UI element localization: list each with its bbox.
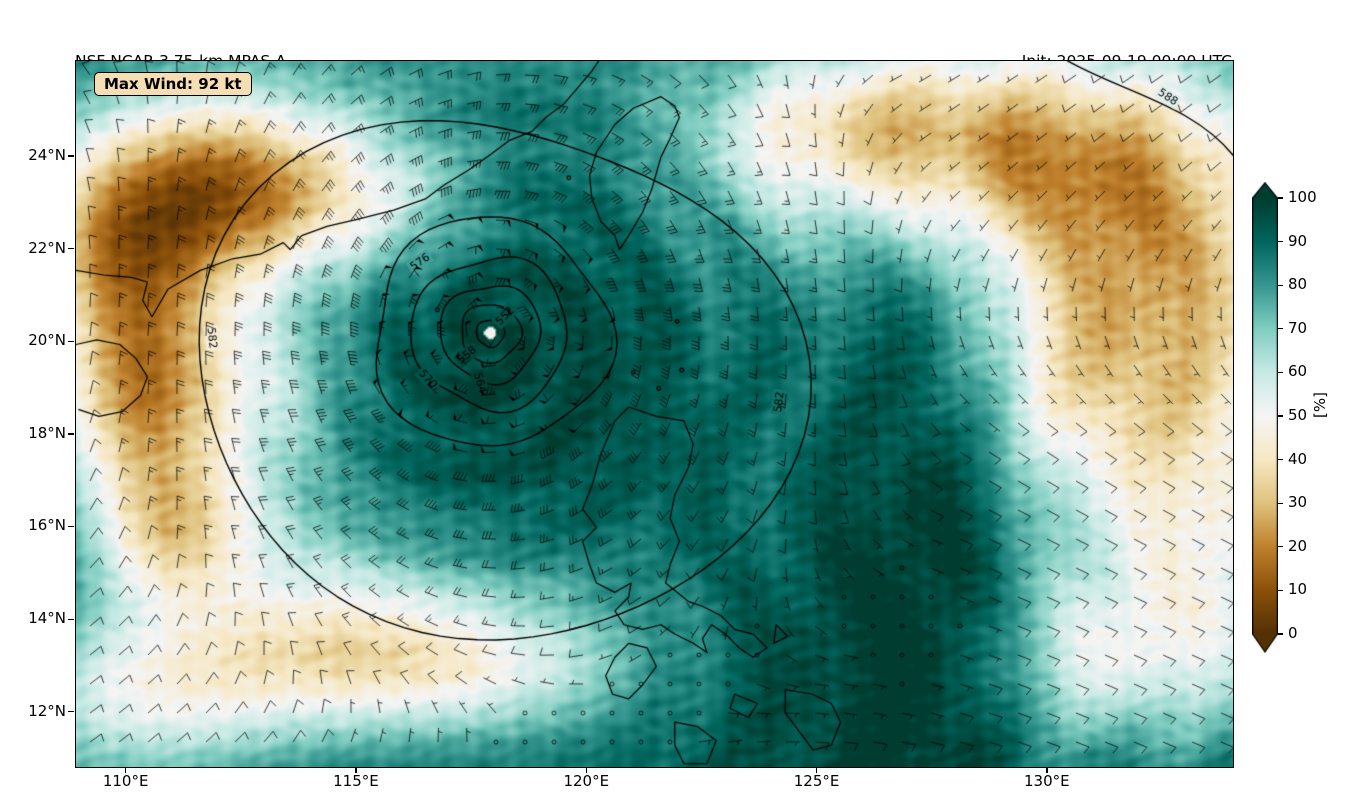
colorbar-tick-label: 30 (1288, 493, 1308, 512)
y-tick-mark (68, 618, 74, 620)
y-tick-mark (68, 247, 74, 250)
colorbar-tick-label: 100 (1288, 188, 1317, 206)
y-tick-label: 12°N (28, 701, 66, 720)
colorbar-tick-mark (1278, 502, 1283, 504)
colorbar-tick-label: 60 (1288, 362, 1308, 381)
y-tick-label: 22°N (28, 238, 66, 257)
colorbar-tick-mark (1278, 459, 1283, 461)
y-tick-label: 18°N (28, 423, 66, 442)
x-tick-label: 110°E (102, 772, 149, 790)
x-tick-mark (1046, 767, 1048, 773)
y-tick-label: 14°N (28, 609, 66, 628)
colorbar-tick-label: 40 (1288, 449, 1308, 468)
x-tick-label: 130°E (1024, 772, 1070, 790)
colorbar-tick-mark (1278, 589, 1283, 591)
colorbar-tick-mark (1278, 197, 1283, 199)
colorbar-tick-label: 0 (1288, 624, 1298, 642)
x-tick-label: 120°E (563, 772, 610, 790)
x-tick-mark (585, 767, 587, 773)
colorbar-tick-label: 10 (1288, 580, 1308, 599)
colorbar-tick-label: 70 (1288, 318, 1308, 337)
colorbar-tick-label: 90 (1288, 231, 1308, 250)
map-plot: Max Wind: 92 kt (75, 60, 1234, 768)
colorbar-tick-mark (1278, 546, 1283, 548)
colorbar-tick-label: 50 (1288, 406, 1308, 424)
map-canvas (76, 61, 1233, 767)
colorbar-tick-mark (1278, 633, 1283, 635)
colorbar-tick-mark (1278, 284, 1283, 286)
colorbar-tick-label: 80 (1288, 275, 1308, 294)
x-tick-label: 115°E (333, 772, 379, 790)
colorbar-tick-mark (1278, 328, 1283, 330)
max-wind-badge: Max Wind: 92 kt (94, 72, 252, 96)
colorbar (1252, 182, 1278, 653)
colorbar-label: [%] (1311, 392, 1329, 418)
x-tick-mark (125, 767, 127, 773)
x-tick-label: 125°E (793, 772, 840, 790)
x-tick-mark (815, 767, 818, 773)
y-tick-mark (68, 433, 74, 435)
colorbar-tick-mark (1278, 371, 1283, 373)
y-tick-label: 20°N (28, 331, 66, 350)
x-tick-mark (355, 767, 357, 773)
y-tick-mark (68, 525, 74, 528)
y-tick-label: 24°N (28, 145, 66, 164)
colorbar-tick-label: 20 (1288, 536, 1308, 555)
y-tick-mark (68, 711, 74, 713)
colorbar-tick-mark (1278, 241, 1283, 243)
y-tick-label: 16°N (28, 516, 66, 535)
y-tick-mark (68, 340, 74, 342)
y-tick-mark (68, 155, 74, 157)
colorbar-tick-mark (1278, 415, 1283, 417)
